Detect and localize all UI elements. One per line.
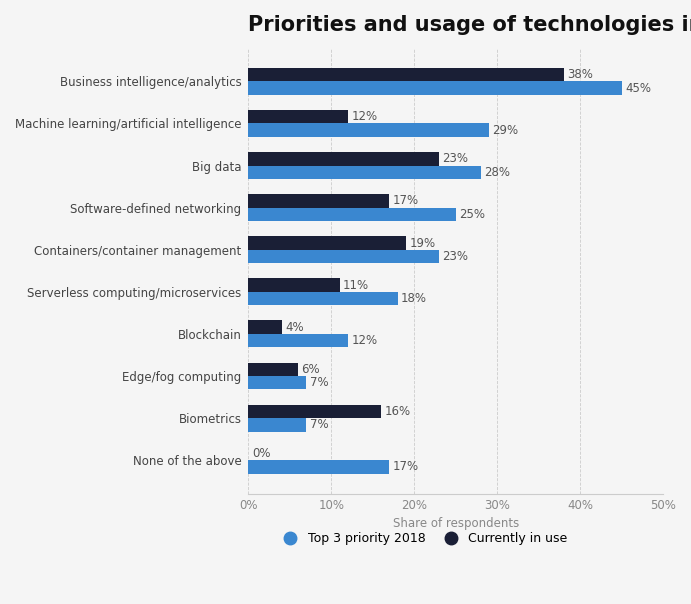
Bar — [249, 292, 398, 305]
X-axis label: Share of respondents: Share of respondents — [392, 517, 519, 530]
Text: Priorities and usage of technologies in organizations: Priorities and usage of technologies in … — [249, 15, 691, 35]
Text: 6%: 6% — [301, 363, 320, 376]
Text: 38%: 38% — [567, 68, 593, 81]
Bar — [249, 68, 564, 82]
Text: 12%: 12% — [351, 334, 377, 347]
Text: 12%: 12% — [351, 111, 377, 123]
Bar — [249, 123, 489, 137]
Bar — [249, 236, 406, 249]
Bar — [249, 321, 282, 334]
Text: 4%: 4% — [285, 321, 303, 333]
Bar — [249, 376, 307, 390]
Text: 23%: 23% — [442, 250, 468, 263]
Text: 25%: 25% — [459, 208, 485, 221]
Text: 29%: 29% — [492, 124, 518, 137]
Bar — [249, 460, 390, 474]
Text: 11%: 11% — [343, 278, 369, 292]
Bar — [249, 362, 299, 376]
Text: 17%: 17% — [392, 194, 419, 207]
Text: 28%: 28% — [484, 166, 510, 179]
Bar — [249, 194, 390, 208]
Text: 23%: 23% — [442, 152, 468, 165]
Text: 7%: 7% — [310, 376, 328, 389]
Text: 18%: 18% — [401, 292, 427, 305]
Text: 19%: 19% — [409, 237, 435, 249]
Bar — [249, 82, 622, 95]
Bar — [249, 152, 439, 165]
Text: 0%: 0% — [252, 447, 270, 460]
Bar — [249, 208, 456, 221]
Bar — [249, 165, 481, 179]
Bar — [249, 334, 348, 347]
Bar — [249, 110, 348, 123]
Bar — [249, 418, 307, 431]
Legend: Top 3 priority 2018, Currently in use: Top 3 priority 2018, Currently in use — [273, 527, 572, 550]
Text: 7%: 7% — [310, 419, 328, 431]
Text: 45%: 45% — [625, 82, 651, 95]
Bar — [249, 405, 381, 418]
Text: 16%: 16% — [384, 405, 410, 418]
Bar — [249, 278, 340, 292]
Text: 17%: 17% — [392, 460, 419, 474]
Bar — [249, 249, 439, 263]
